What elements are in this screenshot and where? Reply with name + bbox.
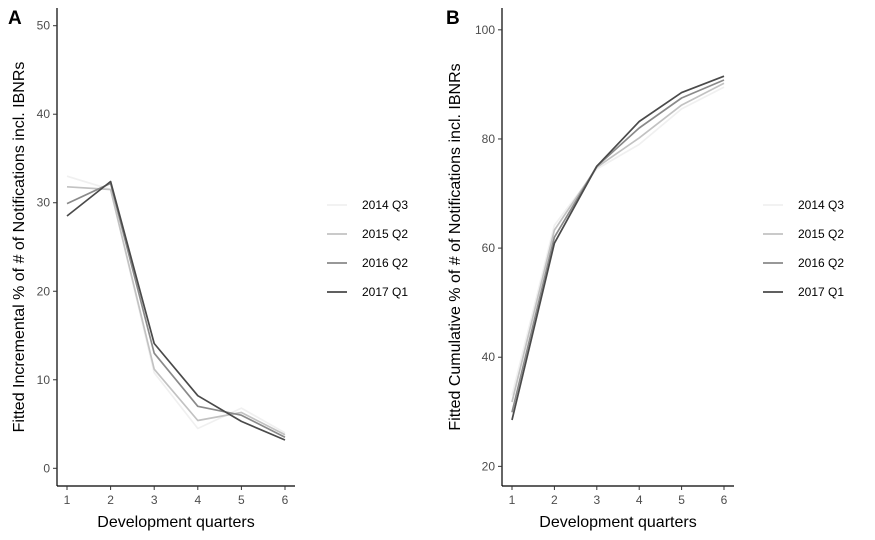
panel-b-x-tick-label: 5 [678, 493, 685, 507]
panel-a-legend-label-2017-q1: 2017 Q1 [362, 285, 408, 299]
panel-b-x-tick-label: 2 [551, 493, 558, 507]
panel-a-series-line-2016-q2 [66, 182, 286, 439]
panel-a-x-tick-label: 4 [194, 493, 201, 507]
panel-a-legend-label-2014-q3: 2014 Q3 [362, 198, 408, 212]
panel-a-label: A [8, 8, 22, 29]
panel-a-y-axis-title: Fitted Incremental % of # of Notificatio… [11, 62, 28, 433]
panel-a-x-tick-label: 5 [238, 493, 245, 507]
panel-a-legend-label-2015-q2: 2015 Q2 [362, 227, 408, 241]
panel-b-y-tick-label: 20 [482, 459, 496, 473]
panel-b-series-line-2016-q2 [511, 79, 725, 413]
panel-b-x-tick-label: 6 [721, 493, 728, 507]
panel-a-legend-label-2016-q2: 2016 Q2 [362, 256, 408, 270]
panel-a-y-tick-label: 10 [37, 373, 51, 387]
panel-b-legend-label-2016-q2: 2016 Q2 [798, 256, 844, 270]
panel-b-series-line-2017-q1 [511, 75, 725, 421]
panel-a-x-tick-label: 6 [282, 493, 289, 507]
panel-a-x-tick-label: 2 [107, 493, 114, 507]
panel-a-series-line-2015-q2 [66, 185, 286, 436]
panel-a-x-axis-title: Development quarters [97, 514, 254, 531]
panel-b-x-tick-label: 4 [636, 493, 643, 507]
panel-b-legend-label-2017-q1: 2017 Q1 [798, 285, 844, 299]
panel-a-y-tick-label: 30 [37, 196, 51, 210]
panel-b-legend-label-2015-q2: 2015 Q2 [798, 227, 844, 241]
panel-b-y-tick-label: 40 [482, 350, 496, 364]
panel-b-legend-label-2014-q3: 2014 Q3 [798, 198, 844, 212]
panel-b-y-tick-label: 100 [475, 23, 495, 37]
panel-b-y-axis-title: Fitted Cumulative % of # of Notification… [447, 63, 464, 430]
panel-b-x-tick-label: 1 [509, 493, 516, 507]
panel-a-series-line-2017-q1 [66, 180, 286, 441]
panel-a-y-tick-label: 20 [37, 284, 51, 298]
panel-a-y-tick-label: 0 [43, 461, 50, 475]
panel-b-x-tick-label: 3 [593, 493, 600, 507]
panel-b-label: B [446, 8, 460, 29]
panel-b-series-line-2014-q3 [511, 86, 725, 396]
panel-a-x-tick-label: 1 [64, 493, 71, 507]
panel-b-series-line-2015-q2 [511, 82, 725, 403]
panel-a-y-tick-label: 50 [37, 19, 51, 33]
panel-a-x-tick-label: 3 [151, 493, 158, 507]
panel-b-x-axis-title: Development quarters [539, 514, 696, 531]
panel-a-y-tick-label: 40 [37, 107, 51, 121]
panel-b-y-tick-label: 60 [482, 241, 496, 255]
panel-b-y-tick-label: 80 [482, 132, 496, 146]
